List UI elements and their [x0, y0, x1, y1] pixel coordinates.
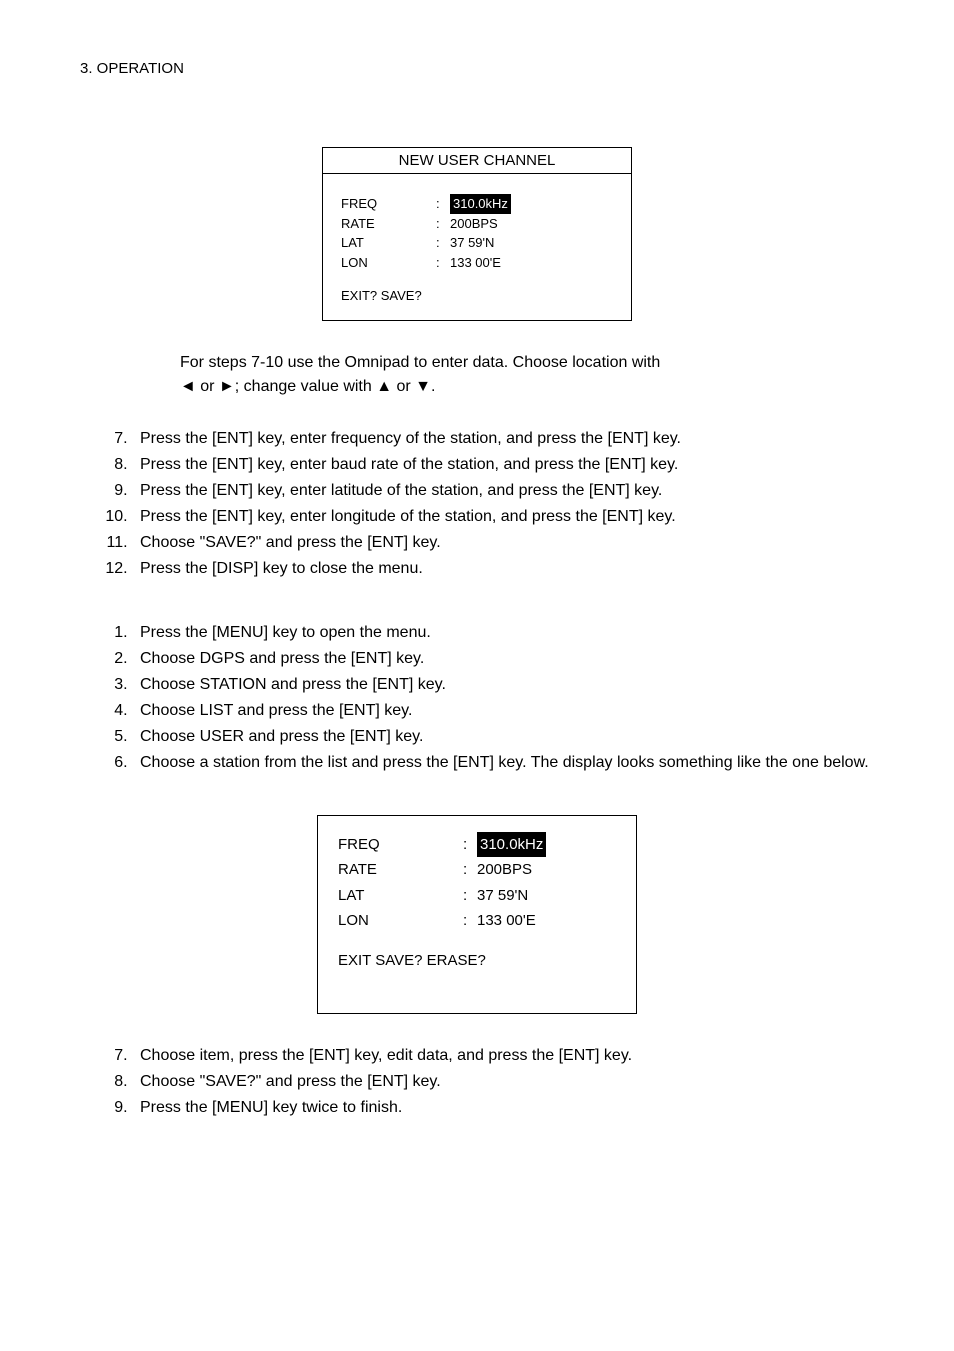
panel2-row-lon: LON : 133 00'E — [338, 908, 616, 934]
colon-sep: : — [436, 214, 450, 234]
panel-body: FREQ : 310.0kHz RATE : 200BPS LAT : 37 5… — [323, 174, 631, 320]
panel2-foot: EXIT SAVE? ERASE? — [338, 948, 616, 974]
panel1-rate-label: RATE — [341, 214, 436, 234]
list-item: Choose a station from the list and press… — [132, 751, 874, 775]
panel1-lat-label: LAT — [341, 233, 436, 253]
colon-sep: : — [436, 233, 450, 253]
list-item: Press the [MENU] key to open the menu. — [132, 621, 874, 645]
panel2-rate-label: RATE — [338, 857, 463, 883]
panel2-lat-value: 37 59'N — [477, 883, 528, 909]
colon-sep: : — [463, 908, 477, 934]
list-item: Press the [ENT] key, enter frequency of … — [132, 427, 874, 451]
note-line1: For steps 7-10 use the Omnipad to enter … — [180, 354, 660, 371]
panel1-lon-label: LON — [341, 253, 436, 273]
steps-list-1: Press the [ENT] key, enter frequency of … — [80, 427, 874, 581]
list-item: Press the [DISP] key to close the menu. — [132, 557, 874, 581]
panel2-row-freq: FREQ : 310.0kHz — [338, 832, 616, 858]
panel2-row-lat: LAT : 37 59'N — [338, 883, 616, 909]
list-item: Choose STATION and press the [ENT] key. — [132, 673, 874, 697]
list-item: Choose "SAVE?" and press the [ENT] key. — [132, 1070, 874, 1094]
colon-sep: : — [463, 883, 477, 909]
panel1-row-lat: LAT : 37 59'N — [341, 233, 613, 253]
page-header: 3. OPERATION — [80, 60, 874, 77]
panel1-lat-value: 37 59'N — [450, 233, 494, 253]
panel-station-display: FREQ : 310.0kHz RATE : 200BPS LAT : 37 5… — [317, 815, 637, 1015]
panel1-freq-label: FREQ — [341, 194, 436, 214]
panel2-row-rate: RATE : 200BPS — [338, 857, 616, 883]
steps-list-3: Choose item, press the [ENT] key, edit d… — [80, 1044, 874, 1120]
panel2-lon-label: LON — [338, 908, 463, 934]
panel1-row-freq: FREQ : 310.0kHz — [341, 194, 613, 214]
panel2-lon-value: 133 00'E — [477, 908, 536, 934]
panel2-freq-label: FREQ — [338, 832, 463, 858]
panel1-freq-value: 310.0kHz — [450, 194, 511, 214]
panel1-lon-value: 133 00'E — [450, 253, 501, 273]
colon-sep: : — [436, 194, 450, 214]
list-item: Press the [ENT] key, enter baud rate of … — [132, 453, 874, 477]
panel-new-user-channel: NEW USER CHANNEL FREQ : 310.0kHz RATE : … — [322, 147, 632, 321]
steps-list-2: Press the [MENU] key to open the menu. C… — [80, 621, 874, 775]
list-item: Press the [MENU] key twice to finish. — [132, 1096, 874, 1120]
panel2-lat-label: LAT — [338, 883, 463, 909]
panel2-freq-value: 310.0kHz — [477, 832, 546, 858]
list-item: Choose "SAVE?" and press the [ENT] key. — [132, 531, 874, 555]
panel1-row-rate: RATE : 200BPS — [341, 214, 613, 234]
panel-title: NEW USER CHANNEL — [323, 148, 631, 174]
list-item: Choose item, press the [ENT] key, edit d… — [132, 1044, 874, 1068]
list-item: Choose DGPS and press the [ENT] key. — [132, 647, 874, 671]
list-item: Press the [ENT] key, enter longitude of … — [132, 505, 874, 529]
list-item: Choose USER and press the [ENT] key. — [132, 725, 874, 749]
panel1-rate-value: 200BPS — [450, 214, 498, 234]
panel1-foot: EXIT? SAVE? — [341, 286, 613, 306]
panel2-rate-value: 200BPS — [477, 857, 532, 883]
colon-sep: : — [463, 832, 477, 858]
omnipad-note: For steps 7-10 use the Omnipad to enter … — [180, 351, 874, 399]
panel1-row-lon: LON : 133 00'E — [341, 253, 613, 273]
colon-sep: : — [436, 253, 450, 273]
list-item: Choose LIST and press the [ENT] key. — [132, 699, 874, 723]
list-item: Press the [ENT] key, enter latitude of t… — [132, 479, 874, 503]
colon-sep: : — [463, 857, 477, 883]
note-line2: ◄ or ►; change value with ▲ or ▼. — [180, 378, 435, 395]
